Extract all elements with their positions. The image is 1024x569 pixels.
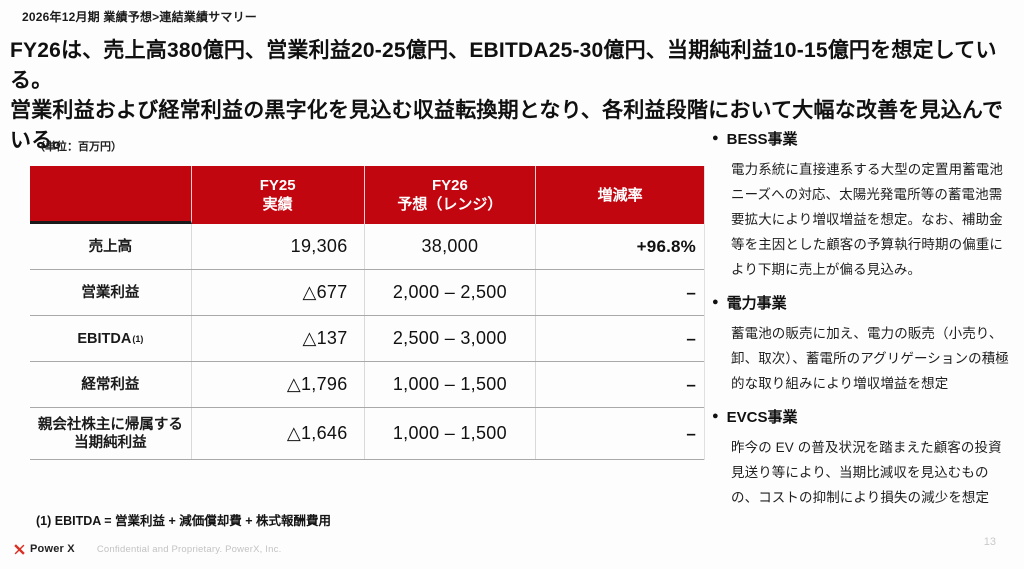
table-row-operating-profit: 営業利益 △677 2,000 – 2,500 – [30, 270, 704, 316]
segment-title: 電力事業 [726, 295, 787, 312]
segment-description: 電力系統に直接連系する大型の定置用蓄電池ニーズへの対応、太陽光発電所等の蓄電池需… [731, 162, 1003, 277]
fy25-value: △1,646 [192, 408, 365, 459]
fy26-value: 1,000 – 1,500 [365, 362, 537, 407]
segment-title: EVCS事業 [726, 409, 798, 426]
row-label: 経常利益 [30, 362, 192, 407]
fy25-value: 19,306 [192, 224, 365, 269]
row-label: EBITDA (1) [30, 316, 192, 361]
fy26-value: 1,000 – 1,500 [365, 408, 537, 459]
breadcrumb: 2026年12月期 業績予想>連結業績サマリー [22, 10, 257, 24]
fy26-value: 2,500 – 3,000 [365, 316, 537, 361]
table-header-fy26: FY26 予想（レンジ） [365, 166, 537, 224]
unit-label: （単位：百万円） [34, 141, 122, 153]
segment-bess: ● BESS事業 電力系統に直接連系する大型の定置用蓄電池ニーズへの対応、太陽光… [712, 128, 1014, 282]
footnote: (1) EBITDA = 営業利益 + 減価償却費 + 株式報酬費用 [36, 514, 332, 528]
table-row-ordinary-profit: 経常利益 △1,796 1,000 – 1,500 – [30, 362, 704, 408]
confidential-notice: Confidential and Proprietary. PowerX, In… [96, 543, 282, 555]
fy26-value: 2,000 – 2,500 [365, 270, 537, 315]
segment-description: 昨今の EV の普及状況を踏まえた顧客の投資見送り等により、当期比減収を見込むも… [731, 440, 1002, 505]
footnote-marker: (1) [132, 333, 144, 344]
fy25-value: △137 [192, 316, 365, 361]
bullet-icon: ● [712, 132, 719, 144]
row-label: 売上高 [30, 224, 192, 269]
page-number: 13 [983, 536, 996, 548]
fy25-value: △1,796 [192, 362, 365, 407]
change-value: – [686, 282, 696, 302]
footer: Power X Confidential and Proprietary. Po… [14, 543, 281, 555]
segment-heading: ● EVCS事業 [712, 406, 1014, 427]
table-row-ebitda: EBITDA (1) △137 2,500 – 3,000 – [30, 316, 704, 362]
table-row-net-income: 親会社株主に帰属する 当期純利益 △1,646 1,000 – 1,500 – [30, 408, 704, 460]
bullet-icon: ● [712, 410, 719, 422]
row-label: 営業利益 [30, 270, 192, 315]
segment-title: BESS事業 [726, 131, 798, 148]
change-value: – [686, 374, 696, 394]
page-title: FY26は、売上高380億円、営業利益20-25億円、EBITDA25-30億円… [10, 36, 1010, 156]
title-line-1: FY26は、売上高380億円、営業利益20-25億円、EBITDA25-30億円… [10, 39, 997, 92]
segment-heading: ● 電力事業 [712, 292, 1014, 313]
change-value: – [686, 423, 696, 443]
row-label: 親会社株主に帰属する 当期純利益 [30, 408, 192, 459]
fy25-value: △677 [192, 270, 365, 315]
segment-power: ● 電力事業 蓄電池の販売に加え、電力の販売（小売り、卸、取次）、蓄電所のアグリ… [712, 292, 1014, 396]
business-segments-panel: ● BESS事業 電力系統に直接連系する大型の定置用蓄電池ニーズへの対応、太陽光… [712, 128, 1014, 520]
table-row-revenue: 売上高 19,306 38,000 +96.8% [30, 224, 704, 270]
table-header-change: 増減率 [597, 186, 643, 204]
segment-heading: ● BESS事業 [712, 128, 1014, 149]
table-header-fy25: FY25 実績 [192, 166, 365, 224]
powerx-logo-text: Power X [30, 543, 75, 555]
fy26-value: 38,000 [365, 224, 537, 269]
title-line-2: 営業利益および経常利益の黒字化を見込む収益転換期となり、各利益段階において大幅な… [10, 99, 1004, 152]
financial-summary-table: FY25 実績 FY26 予想（レンジ） 増減率 売上高 19,306 38,0… [30, 166, 705, 460]
table-body: 売上高 19,306 38,000 +96.8% 営業利益 △677 2,000… [30, 224, 704, 460]
change-value: – [686, 328, 696, 348]
segment-evcs: ● EVCS事業 昨今の EV の普及状況を踏まえた顧客の投資見送り等により、当… [712, 406, 1014, 510]
table-header-blank [30, 166, 192, 224]
row-label-text: EBITDA [77, 330, 132, 347]
table-header-row: FY25 実績 FY26 予想（レンジ） 増減率 [30, 166, 704, 224]
bullet-icon: ● [712, 296, 719, 308]
segment-description: 蓄電池の販売に加え、電力の販売（小売り、卸、取次）、蓄電所のアグリゲーションの積… [731, 326, 1009, 391]
change-value: +96.8% [636, 236, 696, 256]
powerx-logo-x-icon [14, 543, 25, 555]
